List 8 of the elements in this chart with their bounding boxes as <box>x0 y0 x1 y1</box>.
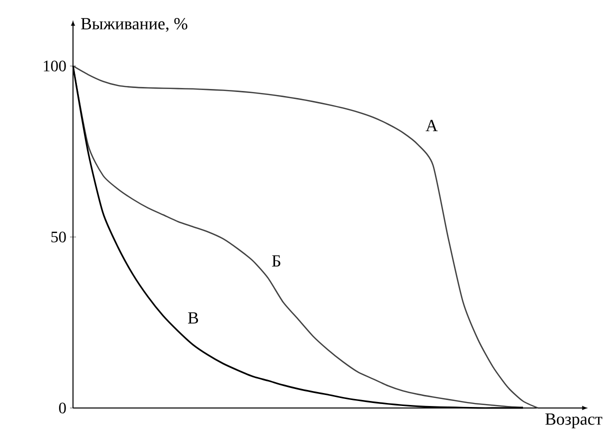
x-axis-title: Возраст <box>545 414 602 428</box>
series-label: А <box>426 120 438 132</box>
y-tick-label: 0 <box>59 402 66 414</box>
series-label: В <box>188 312 198 324</box>
y-tick-label: 50 <box>51 232 66 242</box>
series-label: Б <box>272 255 280 266</box>
y-axis-title: Выживание, % <box>81 18 188 32</box>
y-tick-label: 100 <box>44 60 66 72</box>
